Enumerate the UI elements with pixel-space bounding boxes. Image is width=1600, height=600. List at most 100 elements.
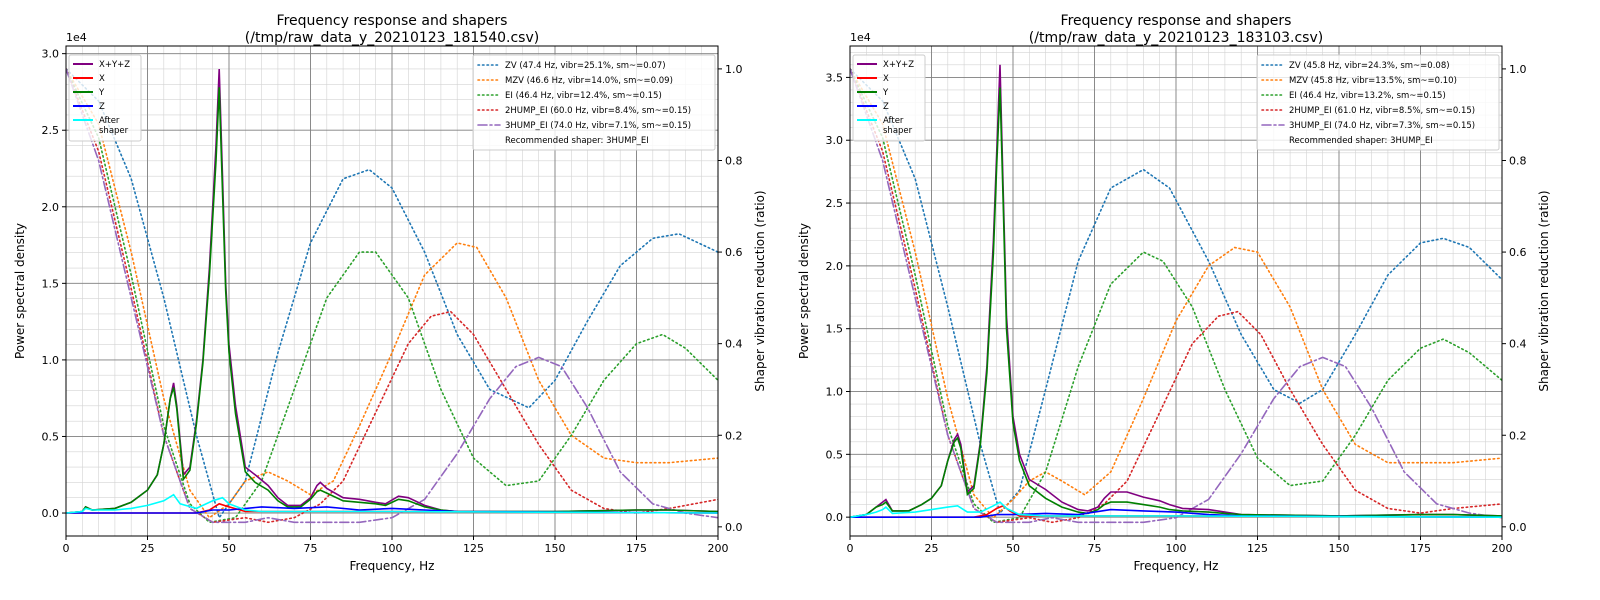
legend-label: MZV (46.6 Hz, vibr=14.0%, sm~=0.09) [505, 76, 673, 86]
y-right-axis-label: Shaper vibration reduction (ratio) [1537, 190, 1551, 391]
recommended-shaper-label: Recommended shaper: 3HUMP_EI [1289, 136, 1433, 146]
y-right-tick-label: 1.0 [725, 63, 743, 76]
shaper-line-3 [66, 68, 718, 524]
y-right-tick-label: 0.0 [725, 521, 743, 534]
x-tick-label: 0 [63, 542, 70, 555]
psd-line-5 [66, 493, 718, 514]
x-tick-label: 150 [545, 542, 566, 555]
y-right-tick-label: 0.8 [1509, 154, 1527, 167]
psd-line-3 [66, 87, 718, 514]
y-right-tick-label: 0.2 [1509, 429, 1527, 442]
chart-title: Frequency response and shapers [277, 13, 508, 29]
psd-line-4 [66, 506, 718, 514]
shaper-line-3 [850, 68, 1502, 524]
recommended-shaper-label: Recommended shaper: 3HUMP_EI [505, 136, 649, 146]
legend-label: ZV (45.8 Hz, vibr=24.3%, sm~=0.08) [1289, 61, 1450, 71]
y-right-tick-label: 0.4 [1509, 338, 1527, 351]
chart-subtitle: (/tmp/raw_data_y_20210123_181540.csv) [245, 30, 539, 46]
x-tick-label: 200 [1492, 542, 1513, 555]
y-tick-label: 1.0 [826, 386, 844, 399]
legend-label: Y [882, 88, 889, 98]
legend-label: Z [99, 102, 105, 112]
y-tick-label: 1.5 [826, 323, 844, 336]
x-tick-label: 175 [626, 542, 647, 555]
x-tick-label: 25 [141, 542, 155, 555]
legend-shapers: ZV (47.4 Hz, vibr=25.1%, sm~=0.07) MZV (4… [472, 54, 716, 151]
grid [65, 46, 719, 536]
legend-label: X+Y+Z [99, 60, 130, 70]
legend-label: shaper [883, 126, 913, 136]
y-tick-label: 1.5 [42, 277, 60, 290]
y-right-axis-label: Shaper vibration reduction (ratio) [753, 190, 767, 391]
y-axis-label: Power spectral density [13, 223, 27, 359]
y-right-tick-label: 0.4 [725, 338, 743, 351]
y-tick-label: 0.5 [826, 448, 844, 461]
x-tick-label: 75 [1088, 542, 1102, 555]
x-tick-label: 125 [1247, 542, 1268, 555]
x-tick-label: 25 [925, 542, 939, 555]
legend-shapers: ZV (45.8 Hz, vibr=24.3%, sm~=0.08) MZV (4… [1256, 54, 1500, 151]
x-axis-label: Frequency, Hz [350, 559, 435, 573]
y-tick-label: 3.5 [826, 71, 844, 84]
legend-label: 2HUMP_EI (61.0 Hz, vibr=8.5%, sm~=0.15) [1289, 106, 1475, 116]
legend-box [1256, 54, 1500, 151]
x-tick-label: 200 [708, 542, 729, 555]
y-right-tick-label: 0.0 [1509, 521, 1527, 534]
y-right-tick-label: 0.2 [725, 429, 743, 442]
x-tick-label: 100 [382, 542, 403, 555]
x-axis-label: Frequency, Hz [1134, 559, 1219, 573]
y-right-tick-label: 0.8 [725, 154, 743, 167]
x-tick-label: 50 [222, 542, 236, 555]
y-right-tick-label: 0.6 [725, 246, 743, 259]
y-tick-label: 3.0 [42, 48, 60, 61]
x-tick-label: 100 [1166, 542, 1187, 555]
chart-title: Frequency response and shapers [1061, 13, 1292, 29]
y-tick-label: 2.5 [826, 197, 844, 210]
legend-label: EI (46.4 Hz, vibr=13.2%, sm~=0.15) [1289, 91, 1446, 101]
legend-label: shaper [99, 126, 129, 136]
x-tick-label: 50 [1006, 542, 1020, 555]
y-tick-label: 0.5 [42, 430, 60, 443]
x-tick-label: 125 [463, 542, 484, 555]
shaper-line-5 [66, 68, 718, 524]
legend-label: EI (46.4 Hz, vibr=12.4%, sm~=0.15) [505, 91, 662, 101]
y-tick-label: 2.0 [42, 201, 60, 214]
legend-label: X [883, 74, 889, 84]
y-right-tick-label: 1.0 [1509, 63, 1527, 76]
shaper-line-1 [66, 68, 718, 520]
legend-label: 3HUMP_EI (74.0 Hz, vibr=7.1%, sm~=0.15) [505, 121, 691, 131]
chart-panel-1: 0 25 50 75 100 125 150 175 200 0.0 0.5 1.0 1.5 2.0 2.5… [13, 13, 767, 573]
legend-label: 2HUMP_EI (60.0 Hz, vibr=8.4%, sm~=0.15) [505, 106, 691, 116]
legend-label: ZV (47.4 Hz, vibr=25.1%, sm~=0.07) [505, 61, 666, 71]
y-tick-label: 0.0 [42, 507, 60, 520]
y-axis-label: Power spectral density [797, 223, 811, 359]
legend-label: Y [98, 88, 105, 98]
chart-panel-2: 0 25 50 75 100 125 150 175 200 0.0 0.5 1.0 1.5 2.0 2.5… [797, 13, 1551, 573]
y-multiplier: 1e4 [66, 31, 87, 44]
psd-line-3 [850, 87, 1502, 518]
psd-line-4 [850, 508, 1502, 518]
shaper-line-2 [66, 68, 718, 519]
legend-label: X [99, 74, 105, 84]
y-tick-label: 0.0 [826, 511, 844, 524]
y-tick-label: 2.5 [42, 124, 60, 137]
y-tick-label: 1.0 [42, 354, 60, 367]
legend-label: After [883, 116, 904, 126]
legend-label: After [99, 116, 120, 126]
x-tick-label: 0 [847, 542, 854, 555]
y-tick-label: 3.0 [826, 134, 844, 147]
y-multiplier: 1e4 [850, 31, 871, 44]
shaper-line-1 [850, 68, 1502, 515]
shaper-line-2 [850, 68, 1502, 519]
legend-label: MZV (45.8 Hz, vibr=13.5%, sm~=0.10) [1289, 76, 1457, 86]
legend-box [472, 54, 716, 151]
x-tick-label: 75 [304, 542, 318, 555]
chart-subtitle: (/tmp/raw_data_y_20210123_183103.csv) [1029, 30, 1323, 46]
legend-label: 3HUMP_EI (74.0 Hz, vibr=7.3%, sm~=0.15) [1289, 121, 1475, 131]
x-tick-label: 175 [1410, 542, 1431, 555]
plot-lines [850, 64, 1502, 524]
x-tick-label: 150 [1329, 542, 1350, 555]
